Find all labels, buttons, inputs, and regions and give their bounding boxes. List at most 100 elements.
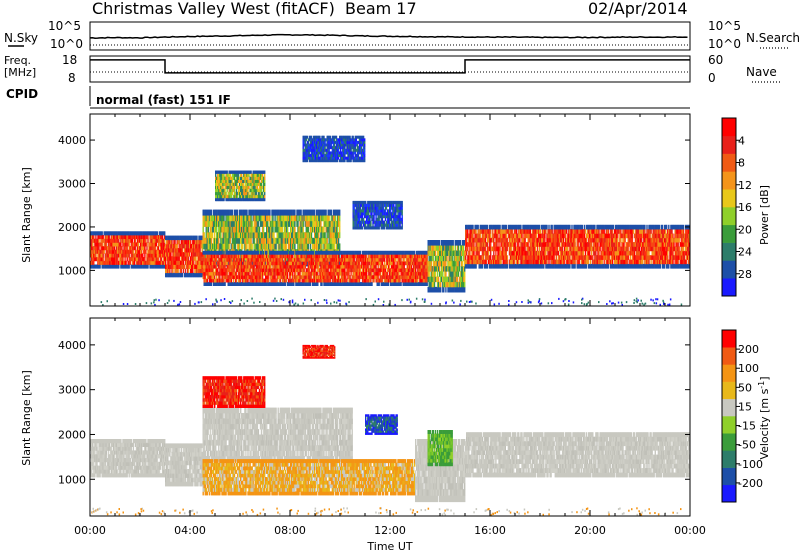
- heatmap-cell: [311, 215, 314, 222]
- heatmap-cell: [93, 249, 95, 254]
- heatmap-cell: [220, 264, 222, 269]
- heatmap-cell: [257, 215, 260, 222]
- heatmap-cell: [276, 250, 278, 255]
- heatmap-cell: [154, 253, 156, 258]
- heatmap-cell: [256, 226, 259, 233]
- heatmap-cell: [490, 233, 492, 239]
- heatmap-cell: [490, 242, 492, 247]
- heatmap-cell: [178, 243, 180, 249]
- heatmap-cell: [244, 209, 246, 216]
- heatmap-cell: [104, 264, 106, 269]
- heatmap-cell: [159, 242, 162, 247]
- heatmap-cell: [124, 260, 126, 265]
- heatmap-cell: [246, 237, 248, 244]
- heatmap-cell: [432, 255, 435, 262]
- heatmap-cell: [193, 272, 195, 278]
- heatmap-cell: [180, 239, 182, 245]
- heatmap-cell: [231, 243, 234, 250]
- heatmap-cell: [247, 226, 249, 233]
- heatmap-cell: [214, 261, 216, 266]
- heatmap-cell: [226, 226, 228, 233]
- heatmap-cell: [208, 250, 211, 255]
- heatmap-cell: [268, 226, 270, 233]
- heatmap-cell: [269, 254, 271, 259]
- heatmap-cell: [150, 264, 152, 269]
- heatmap-cell: [258, 282, 261, 286]
- heatmap-cell: [96, 231, 98, 236]
- heatmap-cell: [174, 248, 176, 253]
- heatmap-cell: [214, 250, 216, 255]
- heatmap-cell: [97, 242, 99, 247]
- heatmap-cell: [261, 268, 264, 273]
- heatmap-cell: [272, 243, 274, 250]
- heatmap-cell: [279, 250, 281, 255]
- heatmap-cell: [159, 257, 162, 262]
- heatmap-cell: [239, 282, 241, 286]
- heatmap-cell: [218, 275, 220, 280]
- heatmap-cell: [209, 232, 212, 239]
- heatmap-cell: [251, 264, 253, 269]
- heatmap-cell: [257, 254, 260, 259]
- heatmap-cell: [166, 243, 168, 249]
- heatmap-cell: [289, 264, 291, 269]
- heatmap-cell: [274, 271, 276, 276]
- heatmap-cell: [212, 220, 215, 227]
- heatmap-cell: [222, 282, 224, 286]
- heatmap-cell: [220, 237, 222, 244]
- heatmap-cell: [207, 257, 210, 262]
- heatmap-cell: [155, 264, 157, 269]
- heatmap-cell: [159, 238, 162, 243]
- heatmap-cell: [317, 237, 319, 244]
- heatmap-cell: [219, 243, 221, 250]
- heatmap-cell: [328, 237, 330, 244]
- heatmap-cell: [290, 232, 292, 239]
- heatmap-cell: [293, 220, 295, 227]
- heatmap-cell: [227, 268, 229, 273]
- heatmap-cell: [177, 256, 179, 261]
- heatmap-cell: [167, 256, 169, 261]
- heatmap-cell: [224, 264, 226, 269]
- heatmap-cell: [217, 261, 219, 266]
- heatmap-cell: [162, 246, 165, 251]
- heatmap-cell: [92, 249, 94, 254]
- heatmap-cell: [226, 209, 228, 216]
- heatmap-cell: [262, 215, 265, 222]
- heatmap-cell: [232, 257, 235, 262]
- heatmap-cell: [187, 243, 190, 249]
- heatmap-cell: [260, 278, 263, 283]
- heatmap-cell: [108, 264, 111, 269]
- heatmap-cell: [223, 250, 225, 255]
- heatmap-cell: [120, 253, 122, 258]
- heatmap-cell: [202, 250, 204, 255]
- heatmap-cell: [141, 253, 143, 258]
- heatmap-cell: [248, 209, 250, 216]
- nave-tick-top: 60: [708, 53, 723, 67]
- heatmap-cell: [219, 209, 221, 216]
- heatmap-cell: [257, 282, 260, 286]
- heatmap-cell: [274, 282, 276, 286]
- heatmap-cell: [271, 282, 273, 286]
- heatmap-cell: [230, 254, 232, 259]
- heatmap-cell: [237, 226, 240, 233]
- heatmap-cell: [165, 268, 167, 274]
- heatmap-cell: [282, 271, 285, 276]
- heatmap-cell: [133, 246, 136, 251]
- heatmap-cell: [259, 261, 262, 266]
- heatmap-cell: [208, 275, 211, 280]
- heatmap-cell: [304, 215, 306, 222]
- heatmap-cell: [249, 237, 251, 244]
- heatmap-cell: [246, 257, 248, 262]
- heatmap-cell: [252, 215, 254, 222]
- heatmap-cell: [206, 261, 209, 266]
- heatmap-cell: [275, 278, 277, 283]
- heatmap-cell: [466, 237, 468, 243]
- heatmap-cell: [101, 238, 103, 243]
- heatmap-cell: [118, 242, 120, 247]
- heatmap-cell: [148, 249, 150, 254]
- heatmap-cell: [218, 282, 220, 286]
- heatmap-cell: [132, 264, 135, 269]
- heatmap-cell: [215, 226, 217, 233]
- heatmap-cell: [107, 235, 110, 240]
- heatmap-cell: [210, 215, 213, 222]
- heatmap-cell: [212, 271, 215, 276]
